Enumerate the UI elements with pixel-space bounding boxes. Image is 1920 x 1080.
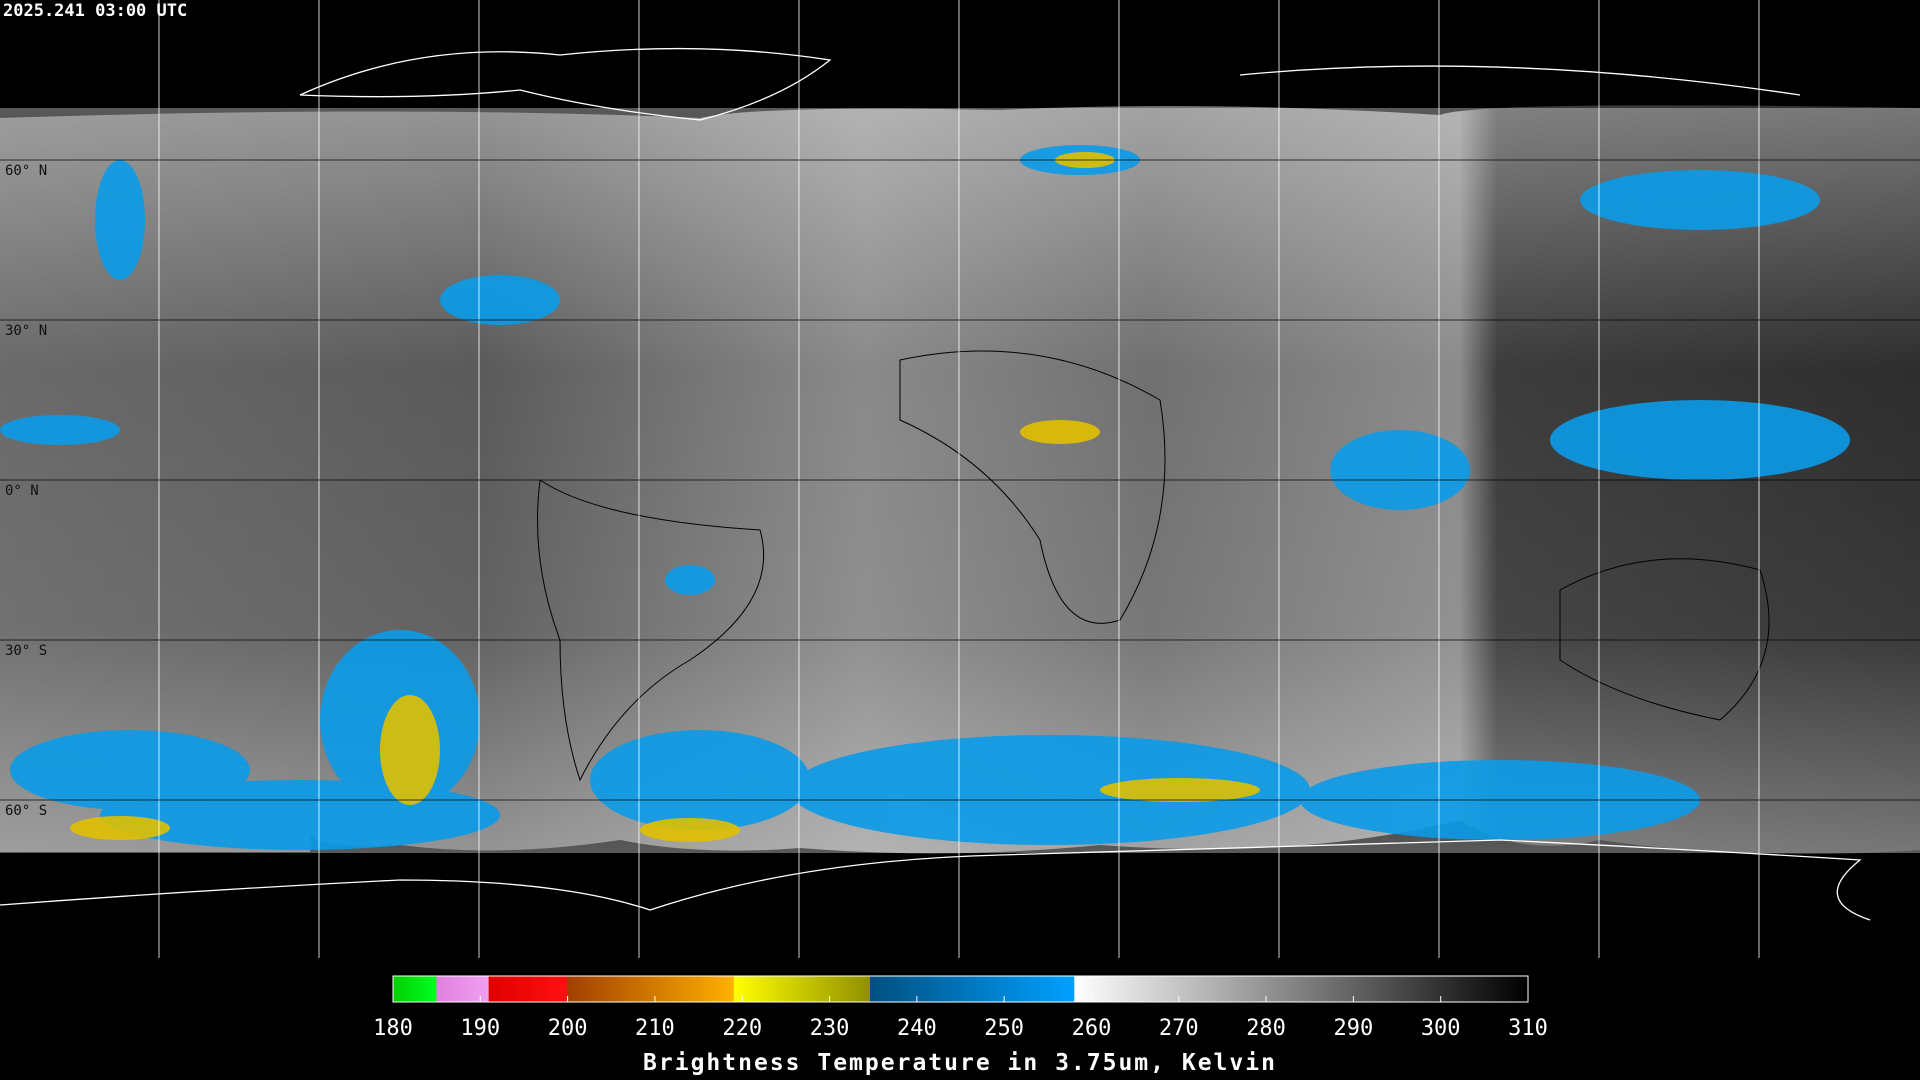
colorbar-tick-label: 310	[1508, 1016, 1548, 1041]
timestamp: 2025.241 03:00 UTC	[3, 1, 187, 21]
colorbar-tick-label: 260	[1072, 1016, 1112, 1041]
colorbar-tick-label: 300	[1421, 1016, 1461, 1041]
latitude-label: 30° N	[5, 323, 47, 339]
colorbar-tick-label: 230	[810, 1016, 850, 1041]
colorbar-tick-label: 200	[548, 1016, 588, 1041]
colorbar-tick-label: 250	[984, 1016, 1024, 1041]
colorbar	[392, 975, 1529, 1003]
colorbar-tick-label: 280	[1246, 1016, 1286, 1041]
parallel-grid	[0, 159, 1920, 801]
colorbar-tick-label: 180	[373, 1016, 413, 1041]
colorbar-tick-label: 240	[897, 1016, 937, 1041]
satellite-imagery	[0, 47, 1920, 921]
colorbar-ticks: 180 190 200 210 220 230 240 250 260 270 280 290 300 3…	[373, 996, 1548, 1041]
colorbar-tick-label: 210	[635, 1016, 675, 1041]
colorbar-tick-label: 190	[460, 1016, 500, 1041]
latitude-labels: 60° N 30° N 0° N 30° S 60° S	[5, 163, 47, 819]
latitude-label: 60° N	[5, 163, 47, 179]
colorbar-tick-label: 220	[722, 1016, 762, 1041]
latitude-label: 30° S	[5, 643, 47, 659]
colorbar-tick-label: 290	[1334, 1016, 1374, 1041]
latitude-label: 60° S	[5, 803, 47, 819]
colorbar-tick-label: 270	[1159, 1016, 1199, 1041]
latitude-label: 0° N	[5, 483, 39, 499]
colorbar-title: Brightness Temperature in 3.75um, Kelvin	[643, 1050, 1277, 1076]
